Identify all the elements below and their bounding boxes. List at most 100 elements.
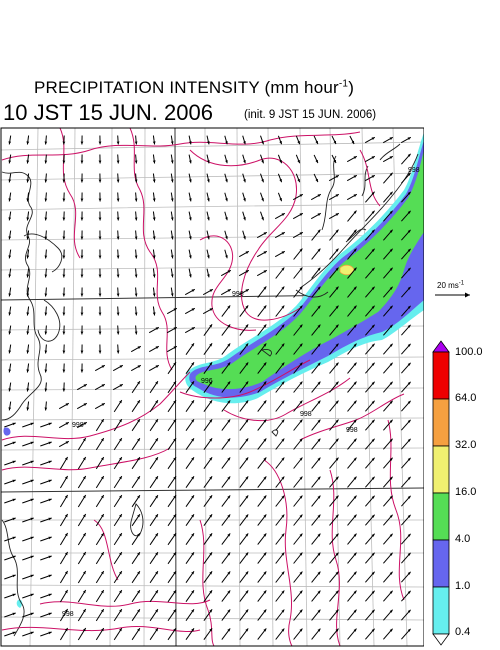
wind-vector-head (134, 160, 138, 164)
wind-vector-head (209, 476, 213, 480)
wind-vector-head (407, 362, 411, 366)
wind-vector-head (134, 236, 138, 240)
isobar-label: 996 (232, 291, 244, 298)
wind-vector-head (44, 255, 48, 259)
wind-vector-head (389, 137, 393, 140)
wind-vector-head (299, 213, 303, 216)
colorbar-cell (432, 539, 450, 588)
wind-vector-head (64, 628, 68, 632)
wind-vector-head (64, 609, 68, 613)
isobars (1, 128, 405, 646)
wind-vector-head (243, 217, 246, 221)
wind-vector-head (101, 438, 104, 442)
wind-vector-head (8, 331, 12, 335)
wind-vector-head (243, 141, 246, 145)
wind-vector-head (119, 571, 122, 575)
wind-vector-head (137, 365, 141, 368)
wind-vector-head (137, 438, 140, 442)
colorbar (432, 340, 450, 646)
wind-vector-head (299, 343, 303, 347)
wind-vector-head (26, 255, 30, 259)
wind-vector-head (407, 137, 411, 140)
wind-vector-head (317, 324, 321, 328)
wind-vector-head (299, 571, 303, 575)
wind-vector-head (189, 236, 192, 240)
wind-vector-head (48, 517, 52, 521)
wind-vector-head (48, 536, 52, 540)
wind-vector-head (281, 419, 285, 423)
wind-vector-head (245, 362, 249, 366)
wind-vector-head (137, 381, 140, 385)
wind-vector-head (209, 590, 213, 594)
wind-vector-head (245, 305, 249, 309)
wind-vector-head (371, 248, 375, 252)
wind-vector-head (170, 236, 174, 240)
wind-vector-head (119, 438, 122, 442)
wind-vector-head (261, 217, 264, 221)
wind-vector-head (299, 476, 303, 480)
wind-vector-head (101, 590, 104, 594)
wind-vector-head (335, 457, 339, 461)
wind-vector-head (8, 388, 12, 392)
wind-vector-head (407, 609, 411, 613)
wind-vector-head (389, 229, 393, 233)
wind-vector-head (389, 419, 393, 423)
wind-vector-head (173, 514, 176, 518)
wind-vector-head (281, 438, 285, 442)
wind-vector-head (371, 286, 375, 290)
wind-vector-head (281, 362, 285, 366)
wind-vector-head (26, 350, 30, 354)
wind-vector-head (227, 438, 231, 442)
wind-vector-head (317, 438, 321, 442)
wind-vector-head (227, 324, 231, 328)
wind-vector-head (353, 400, 357, 404)
wind-vector-head (44, 160, 48, 164)
wind-vector-head (227, 609, 231, 613)
wind-vector-head (335, 495, 339, 499)
wind-vector-head (335, 362, 339, 366)
wind-vector-head (62, 141, 66, 145)
wind-vector-head (173, 327, 177, 330)
wind-vector-head (243, 236, 246, 240)
wind-vector-head (12, 612, 16, 616)
wind-vector-head (353, 457, 357, 461)
wind-vector-head (371, 552, 375, 556)
wind-vector-head (98, 179, 102, 183)
wind-vector-head (189, 255, 192, 259)
wind-vector-head (353, 194, 357, 197)
wind-vector-head (98, 141, 102, 145)
wind-vector-head (62, 331, 66, 335)
wind-vector-head (101, 628, 104, 632)
map-frame (0, 127, 424, 647)
wind-vector-head (152, 293, 156, 297)
wind-vector-head (317, 305, 321, 309)
wind-vector-head (155, 628, 158, 632)
precip-west-spot (3, 427, 11, 436)
wind-vector-head (152, 198, 156, 202)
wind-vector-head (116, 198, 120, 202)
wind-vector-head (44, 331, 48, 335)
colorbar-label: 16.0 (455, 486, 477, 498)
wind-vector-head (170, 160, 174, 164)
colorbar-label: 1.0 (455, 580, 471, 592)
wind-vector-head (299, 194, 303, 197)
wind-vector-head (65, 441, 69, 444)
wind-vector-head (119, 400, 122, 404)
wind-vector-head (26, 312, 30, 316)
wind-vector-head (263, 495, 267, 499)
wind-vector-head (8, 350, 12, 354)
wind-vector-head (263, 251, 267, 254)
wind-vector-head (80, 293, 84, 297)
wind-vector-head (371, 175, 375, 178)
wind-vector-head (155, 327, 159, 330)
wind-vector-head (8, 179, 12, 183)
wind-vector-head (98, 293, 102, 297)
wind-vector-head (173, 438, 176, 442)
wind-vector-head (134, 331, 138, 335)
wind-vector-head (80, 236, 84, 240)
wind-vector-head (351, 140, 355, 144)
wind-vector-head (48, 479, 52, 483)
wind-vector-head (389, 457, 393, 461)
wind-vector-head (134, 179, 138, 183)
wind-vector-head (353, 175, 357, 178)
